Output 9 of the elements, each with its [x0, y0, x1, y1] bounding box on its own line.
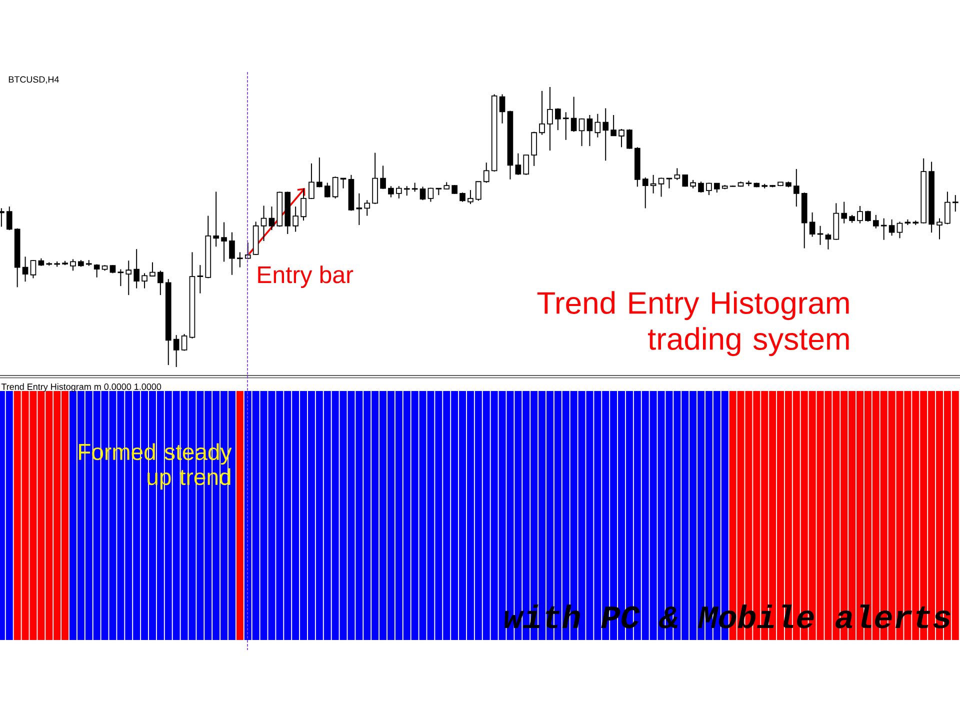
candlestick: [936, 218, 942, 240]
candlestick: [944, 191, 950, 225]
chart-title: Trend Entry Histogram m 0.0000 1.0000: [1, 383, 162, 392]
candlestick: [872, 214, 879, 229]
candlestick: [880, 218, 887, 240]
candlestick: [896, 221, 903, 239]
candlestick: [888, 218, 895, 236]
candlestick: [952, 194, 958, 212]
candlestick: [857, 205, 863, 224]
